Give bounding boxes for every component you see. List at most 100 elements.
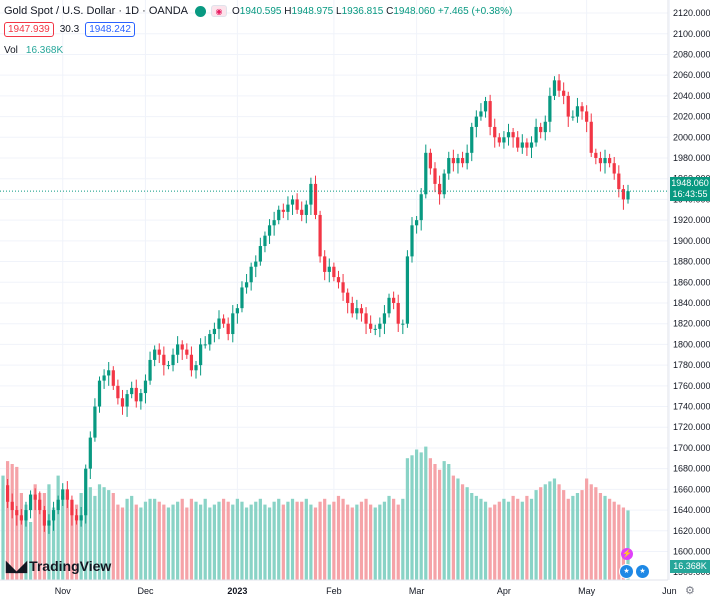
candle-body (88, 437, 92, 469)
volume-bar (387, 495, 391, 580)
price-tick-label: 2120.000 (673, 8, 710, 18)
price-tick-label: 1640.000 (673, 505, 710, 515)
candle-body (93, 406, 97, 438)
volume-bar (502, 498, 506, 580)
volume-bar (24, 504, 28, 580)
volume-bar (235, 498, 239, 580)
volume-bar (465, 487, 469, 580)
candle-body (529, 142, 534, 148)
price-tick-label: 1920.000 (673, 215, 710, 225)
volume-bar (493, 504, 497, 580)
settings-gear-icon[interactable]: ⚙ (685, 585, 695, 597)
us-flag-icon[interactable]: ★ (635, 564, 650, 579)
candle-body (194, 365, 198, 371)
volume-bars (1, 446, 630, 580)
candle-body (621, 189, 626, 200)
volume-bar (479, 498, 483, 580)
time-tick-label: Nov (55, 586, 72, 596)
symbol-title[interactable]: Gold Spot / U.S. Dollar · 1D · OANDA (4, 5, 188, 17)
volume-bar (612, 501, 616, 580)
volume-bar (511, 495, 515, 580)
price-tick-label: 1700.000 (673, 443, 710, 453)
event-flags[interactable]: ★ ★ (619, 564, 650, 579)
price-axis[interactable]: 1500.0001600.0001620.0001640.0001660.000… (673, 8, 710, 577)
candle-body (185, 349, 189, 355)
volume-bar (534, 490, 538, 580)
volume-bar (203, 498, 207, 580)
candle-body (566, 95, 570, 117)
volume-bar (120, 507, 125, 580)
legend-header: Gold Spot / U.S. Dollar · 1D · OANDA ◉ O… (4, 5, 512, 17)
candle-body (79, 515, 83, 521)
volume-bar (571, 495, 575, 580)
volume-bar (626, 510, 630, 580)
volume-bar (442, 461, 446, 580)
candle-body (336, 277, 341, 283)
trade-buttons: 1947.939 30.3 1948.242 (4, 22, 135, 37)
candle-body (267, 225, 272, 236)
volume-bar (194, 501, 198, 580)
candle-body (598, 158, 603, 164)
time-axis[interactable]: Nov Dec 2023 Feb Mar Apr May Jun (55, 586, 677, 596)
candle-body (203, 344, 207, 346)
volume-bar (231, 504, 235, 580)
volume-bar (488, 507, 492, 580)
price-tick-label: 2060.000 (673, 70, 710, 80)
buy-button[interactable]: 1948.242 (85, 22, 135, 37)
candle-body (608, 158, 612, 164)
volume-bar (608, 498, 612, 580)
volume-bar (327, 504, 331, 580)
candle-body (424, 152, 428, 195)
flash-icon[interactable]: ⚡ (621, 548, 633, 560)
volume-bar (424, 446, 428, 580)
volume-bar (437, 469, 442, 580)
sell-button[interactable]: 1947.939 (4, 22, 54, 37)
candle-body (414, 220, 419, 226)
market-status-icon[interactable] (195, 5, 206, 17)
volume-bar (176, 501, 180, 580)
candle-body (543, 121, 547, 133)
candle-body (410, 225, 414, 257)
candle-body (465, 152, 469, 164)
volume-bar (1, 475, 5, 580)
volume-value: 16.368K (25, 45, 64, 56)
volume-bar (428, 458, 432, 580)
tradingview-logo[interactable]: ◣◢ TradingView (6, 558, 112, 575)
candle-body (139, 393, 143, 402)
volume-bar (580, 490, 584, 580)
tradingview-logo-icon: ◣◢ (6, 558, 27, 575)
candle-body (208, 334, 212, 345)
candle-body (589, 121, 593, 153)
candle-body (157, 349, 161, 355)
grid-lines (0, 0, 670, 580)
candle-body (125, 394, 129, 407)
volume-bar (74, 504, 79, 580)
candle-body (263, 235, 267, 247)
candle-body (148, 359, 152, 381)
volume-bar (304, 498, 308, 580)
us-flag-icon[interactable]: ★ (619, 564, 634, 579)
candle-body (373, 328, 377, 330)
candle-body (594, 152, 598, 159)
candle-body (442, 173, 446, 195)
candle-body (134, 387, 138, 402)
candle-body (290, 199, 295, 205)
volume-bar (369, 504, 373, 580)
volume-bar (240, 501, 244, 580)
candle-body (493, 126, 497, 138)
visibility-icon[interactable]: ◉ (211, 5, 227, 17)
candle-body (405, 256, 410, 324)
candle-body (378, 323, 382, 329)
time-tick-label: Feb (326, 586, 342, 596)
volume-bar (447, 464, 451, 580)
candle-body (470, 126, 474, 153)
candle-body (341, 282, 345, 293)
volume-bar (139, 507, 143, 580)
volume-bar (51, 507, 56, 580)
candle-body (534, 126, 538, 143)
volume-bar (460, 484, 465, 580)
volume-bar (38, 493, 42, 580)
volume-bar (226, 501, 230, 580)
candle-body (488, 101, 492, 127)
